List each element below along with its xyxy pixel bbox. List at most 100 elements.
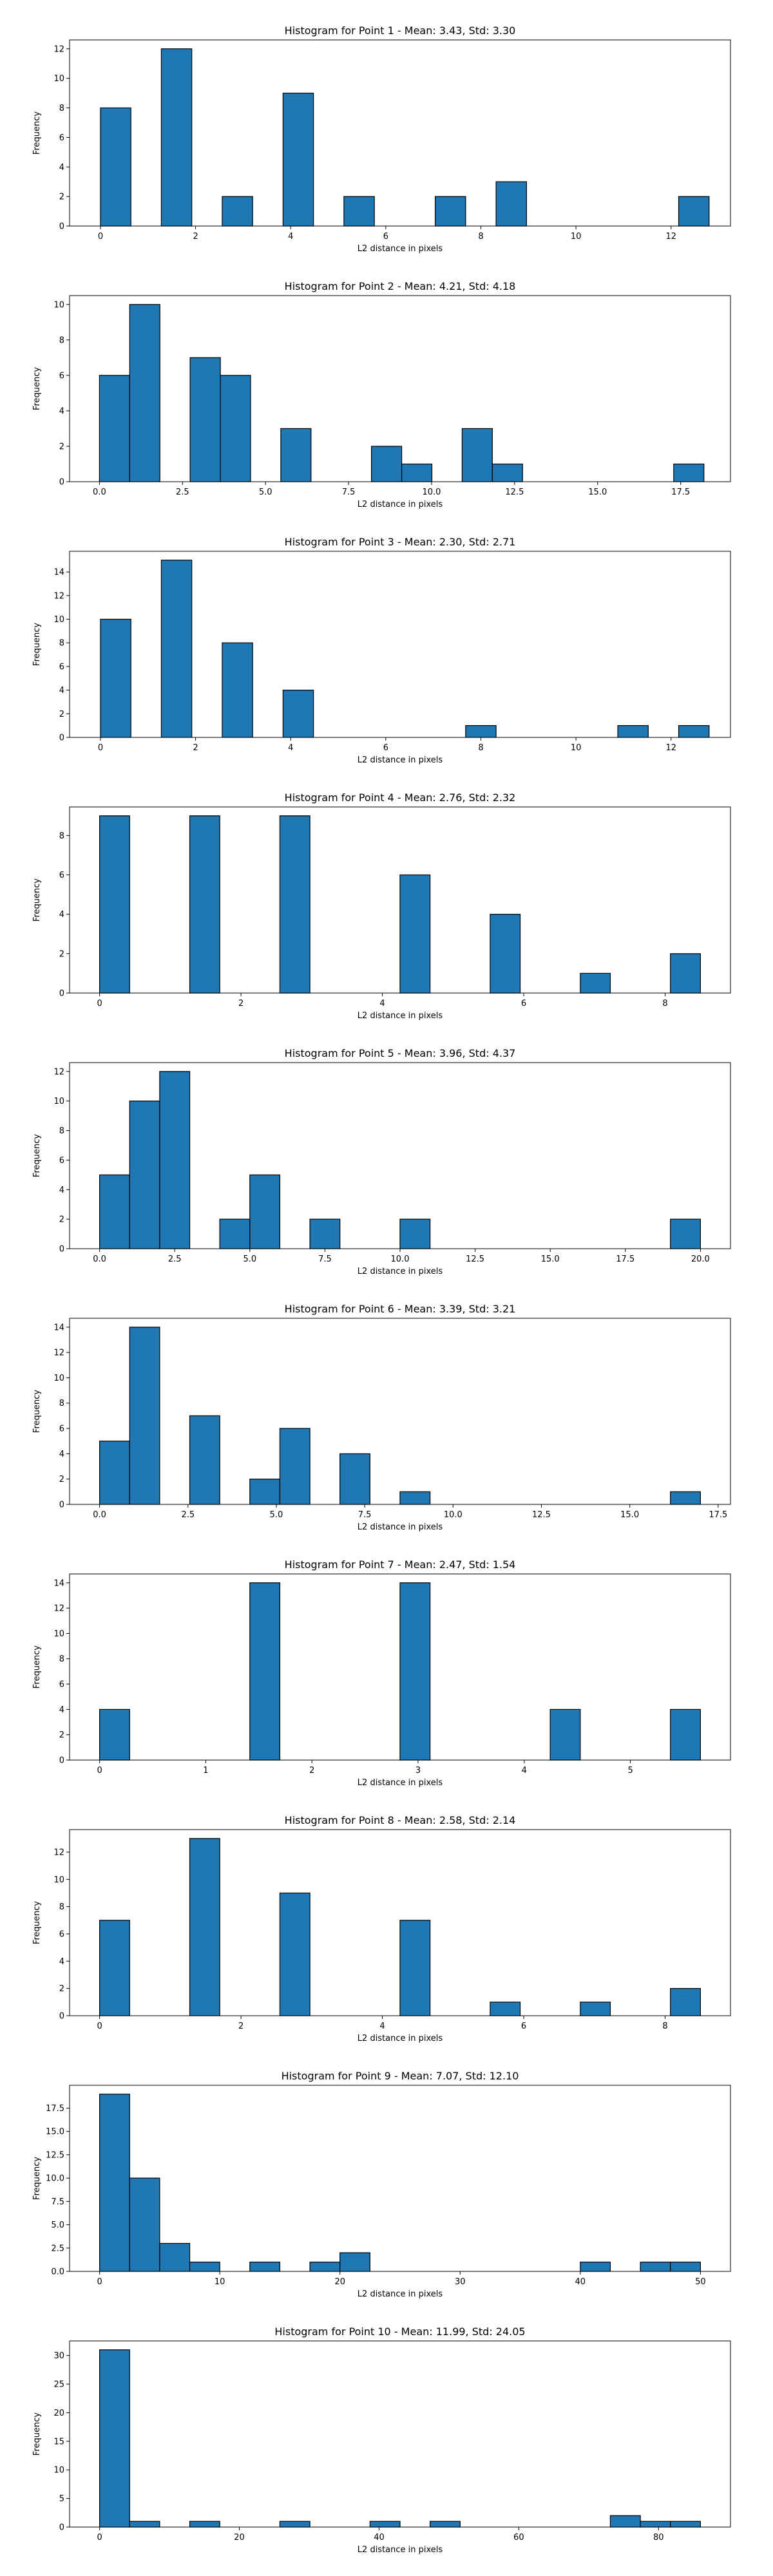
histogram-bar [99,375,130,482]
x-tick-label: 10.0 [444,1510,463,1520]
y-tick-label: 4 [59,1957,64,1967]
histogram-bar [129,1101,160,1249]
x-tick-label: 12 [665,743,676,753]
y-tick-label: 0 [59,2012,64,2022]
x-tick-label: 0 [97,2277,102,2287]
y-tick-label: 6 [59,871,64,880]
chart-title: Histogram for Point 8 - Mean: 2.58, Std:… [285,1814,516,1826]
histogram-bar [99,1174,130,1249]
histogram-bar [435,196,466,227]
y-axis-label: Frequency [32,1134,42,1177]
y-tick-label: 7.5 [51,2197,64,2207]
x-axis-label: L2 distance in pixels [358,500,443,509]
histogram-bar [279,1892,310,2016]
x-tick-label: 20 [234,2533,245,2543]
y-tick-label: 6 [59,133,64,143]
histogram-bar [280,428,312,482]
x-tick-label: 3 [415,1766,421,1776]
histogram-bar [222,196,253,227]
y-tick-label: 10 [53,1875,64,1885]
histogram-bar [249,1582,281,1761]
x-tick-label: 0 [97,999,102,1009]
x-tick-label: 6 [521,999,526,1009]
histogram-bar [399,874,431,994]
histogram-bar [640,2521,671,2528]
y-axis-label: Frequency [32,878,42,922]
histogram-bar [369,2521,401,2528]
y-tick-label: 4 [59,686,64,696]
histogram-bar [670,1491,701,1505]
y-tick-label: 8 [59,831,64,841]
histogram-bar [490,914,521,994]
y-tick-label: 0.0 [51,2268,64,2277]
histogram-bar [461,428,493,482]
axes-frame [69,806,731,994]
chart-title: Histogram for Point 4 - Mean: 2.76, Std:… [285,791,516,804]
x-tick-label: 15.0 [620,1510,639,1520]
x-tick-label: 6 [521,2022,526,2031]
x-tick-label: 0 [97,2022,102,2031]
y-tick-label: 4 [59,163,64,173]
x-tick-label: 10 [571,232,582,242]
x-axis-label: L2 distance in pixels [358,244,443,254]
histogram-bar [159,1071,191,1249]
histogram-panel-3: Histogram for Point 3 - Mean: 2.30, Std:… [32,536,731,765]
y-axis-label: Frequency [32,623,42,666]
histogram-bar [99,1709,130,1761]
y-tick-label: 2 [59,949,64,959]
x-tick-label: 5.0 [259,488,272,497]
x-tick-label: 0.0 [93,488,106,497]
x-axis-label: L2 distance in pixels [358,1267,443,1276]
histogram-bar [99,2349,130,2528]
histogram-bar [129,2177,160,2272]
y-tick-label: 2 [59,1984,64,1994]
y-tick-label: 6 [59,1156,64,1166]
histogram-panel-2: Histogram for Point 2 - Mean: 4.21, Std:… [32,280,731,509]
y-tick-label: 6 [59,662,64,672]
y-tick-label: 0 [59,1245,64,1255]
x-tick-label: 10 [571,743,582,753]
x-tick-label: 4 [379,2022,385,2031]
y-tick-label: 2 [59,193,64,202]
x-tick-label: 2 [238,2022,243,2031]
histogram-bar [309,1218,341,1249]
histogram-bar [491,463,523,482]
chart-title: Histogram for Point 1 - Mean: 3.43, Std:… [285,24,516,37]
histogram-bar [549,1709,581,1761]
y-tick-label: 12 [53,1604,64,1614]
histogram-panel-6: Histogram for Point 6 - Mean: 3.39, Std:… [32,1303,731,1532]
x-tick-label: 2.5 [168,1255,182,1264]
y-axis-label: Frequency [32,1645,42,1689]
y-tick-label: 10 [53,1629,64,1639]
y-tick-label: 10 [53,615,64,625]
histogram-bar [189,815,220,994]
y-tick-label: 10 [53,1374,64,1383]
chart-title: Histogram for Point 5 - Mean: 3.96, Std:… [285,1047,516,1059]
histogram-panel-7: Histogram for Point 7 - Mean: 2.47, Std:… [32,1558,731,1788]
x-tick-label: 80 [653,2533,664,2543]
x-tick-label: 0.0 [93,1255,106,1264]
y-tick-label: 0 [59,1756,64,1766]
x-tick-label: 2 [193,743,198,753]
y-tick-label: 12 [53,44,64,54]
x-axis-label: L2 distance in pixels [358,1778,443,1788]
histogram-bar [99,1920,130,2016]
histogram-bar [282,690,314,738]
histogram-bar [670,953,701,994]
y-tick-label: 8 [59,336,64,345]
x-tick-label: 0 [98,232,103,242]
histogram-bar [219,1218,251,1249]
histogram-bar [189,1838,220,2016]
x-tick-label: 4 [379,999,385,1009]
histogram-bar [99,1441,130,1505]
y-tick-label: 2 [59,710,64,719]
x-tick-label: 2 [238,999,243,1009]
y-tick-label: 6 [59,1929,64,1939]
y-tick-label: 12 [53,1349,64,1358]
axes-frame [69,1829,731,2016]
histogram-bar [401,463,433,482]
histogram-bar [129,2521,160,2528]
x-tick-label: 10.0 [423,488,441,497]
y-tick-label: 4 [59,1186,64,1195]
histogram-bar [249,2261,281,2272]
